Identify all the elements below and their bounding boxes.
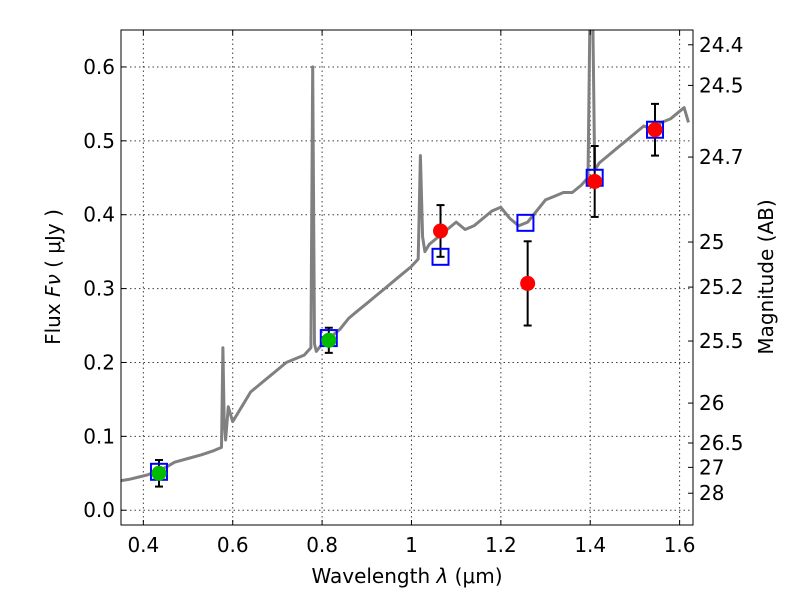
plot-frame [120, 29, 694, 526]
y2-tick-label: 24.4 [699, 33, 744, 57]
y-tick-label: 0.4 [83, 203, 115, 227]
detected-point [321, 332, 337, 348]
y2-tick-label: 24.5 [699, 73, 744, 97]
y-axis-label: Flux Fν ( μJy ) [41, 209, 65, 345]
spectrum-line [121, 30, 690, 483]
model-point [431, 247, 450, 266]
y2-tick-label: 25.5 [699, 329, 744, 353]
x-axis-label: Wavelength λ (μm) [311, 564, 502, 588]
x-tick-label: 0.8 [306, 533, 338, 557]
x-tick-label: 0.4 [127, 533, 159, 557]
observed-point [647, 122, 663, 138]
y-tick-label: 0.0 [83, 498, 115, 522]
observed-points [151, 122, 663, 481]
y-axis: 0.0 0.1 0.2 0.3 0.4 0.5 0.6 [83, 55, 126, 522]
y-tick-label: 0.6 [83, 55, 115, 79]
y2-tick-label: 24.7 [699, 145, 744, 169]
x-tick-label: 1.4 [574, 533, 606, 557]
x-tick-label: 1 [405, 533, 418, 557]
y2-tick-label: 26.5 [699, 431, 744, 455]
y2-tick-label: 27 [699, 455, 724, 479]
x-tick-label: 1.6 [664, 533, 696, 557]
y-tick-label: 0.3 [83, 277, 115, 301]
y-tick-label: 0.2 [83, 350, 115, 374]
y-tick-label: 0.5 [83, 129, 115, 153]
model-point [516, 213, 535, 232]
y2-tick-label: 28 [699, 481, 724, 505]
observed-point [433, 223, 449, 239]
x-axis: 0.4 0.6 0.8 1 1.2 1.4 1.6 [127, 30, 696, 557]
plot-area [121, 30, 690, 488]
grid [121, 30, 693, 525]
x-tick-label: 1.2 [485, 533, 517, 557]
model-point [646, 120, 665, 139]
x-tick-label: 0.6 [217, 533, 249, 557]
observed-point [520, 275, 536, 291]
observed-point [587, 173, 603, 189]
y2-tick-label: 26 [699, 391, 724, 415]
detected-point [151, 465, 167, 481]
y-tick-label: 0.1 [83, 424, 115, 448]
y2-axis-label: Magnitude (AB) [754, 199, 778, 354]
y2-tick-label: 25.2 [699, 275, 744, 299]
y2-tick-label: 25 [699, 230, 724, 254]
